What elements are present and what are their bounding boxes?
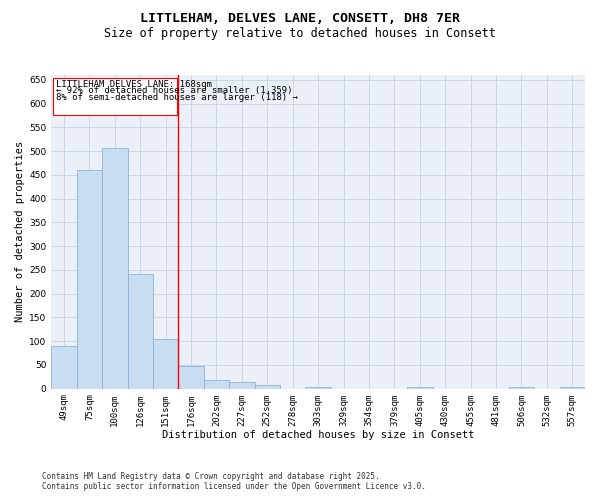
- Bar: [53, 78, 177, 116]
- Bar: [229, 382, 254, 388]
- Bar: [128, 274, 153, 388]
- Bar: [560, 387, 585, 388]
- Text: Contains HM Land Registry data © Crown copyright and database right 2025.: Contains HM Land Registry data © Crown c…: [42, 472, 380, 481]
- Bar: [305, 387, 331, 388]
- Bar: [254, 385, 280, 388]
- Text: ← 92% of detached houses are smaller (1,359): ← 92% of detached houses are smaller (1,…: [56, 86, 292, 96]
- Bar: [204, 380, 229, 388]
- Bar: [102, 148, 128, 388]
- Bar: [178, 366, 204, 388]
- Text: LITTLEHAM DELVES LANE: 168sqm: LITTLEHAM DELVES LANE: 168sqm: [56, 80, 212, 89]
- Text: Contains public sector information licensed under the Open Government Licence v3: Contains public sector information licen…: [42, 482, 426, 491]
- Bar: [407, 387, 433, 388]
- X-axis label: Distribution of detached houses by size in Consett: Distribution of detached houses by size …: [162, 430, 475, 440]
- Bar: [51, 346, 77, 389]
- Text: 8% of semi-detached houses are larger (118) →: 8% of semi-detached houses are larger (1…: [56, 92, 298, 102]
- Bar: [77, 170, 102, 388]
- Text: LITTLEHAM, DELVES LANE, CONSETT, DH8 7ER: LITTLEHAM, DELVES LANE, CONSETT, DH8 7ER: [140, 12, 460, 26]
- Y-axis label: Number of detached properties: Number of detached properties: [15, 141, 25, 322]
- Bar: [153, 340, 178, 388]
- Text: Size of property relative to detached houses in Consett: Size of property relative to detached ho…: [104, 28, 496, 40]
